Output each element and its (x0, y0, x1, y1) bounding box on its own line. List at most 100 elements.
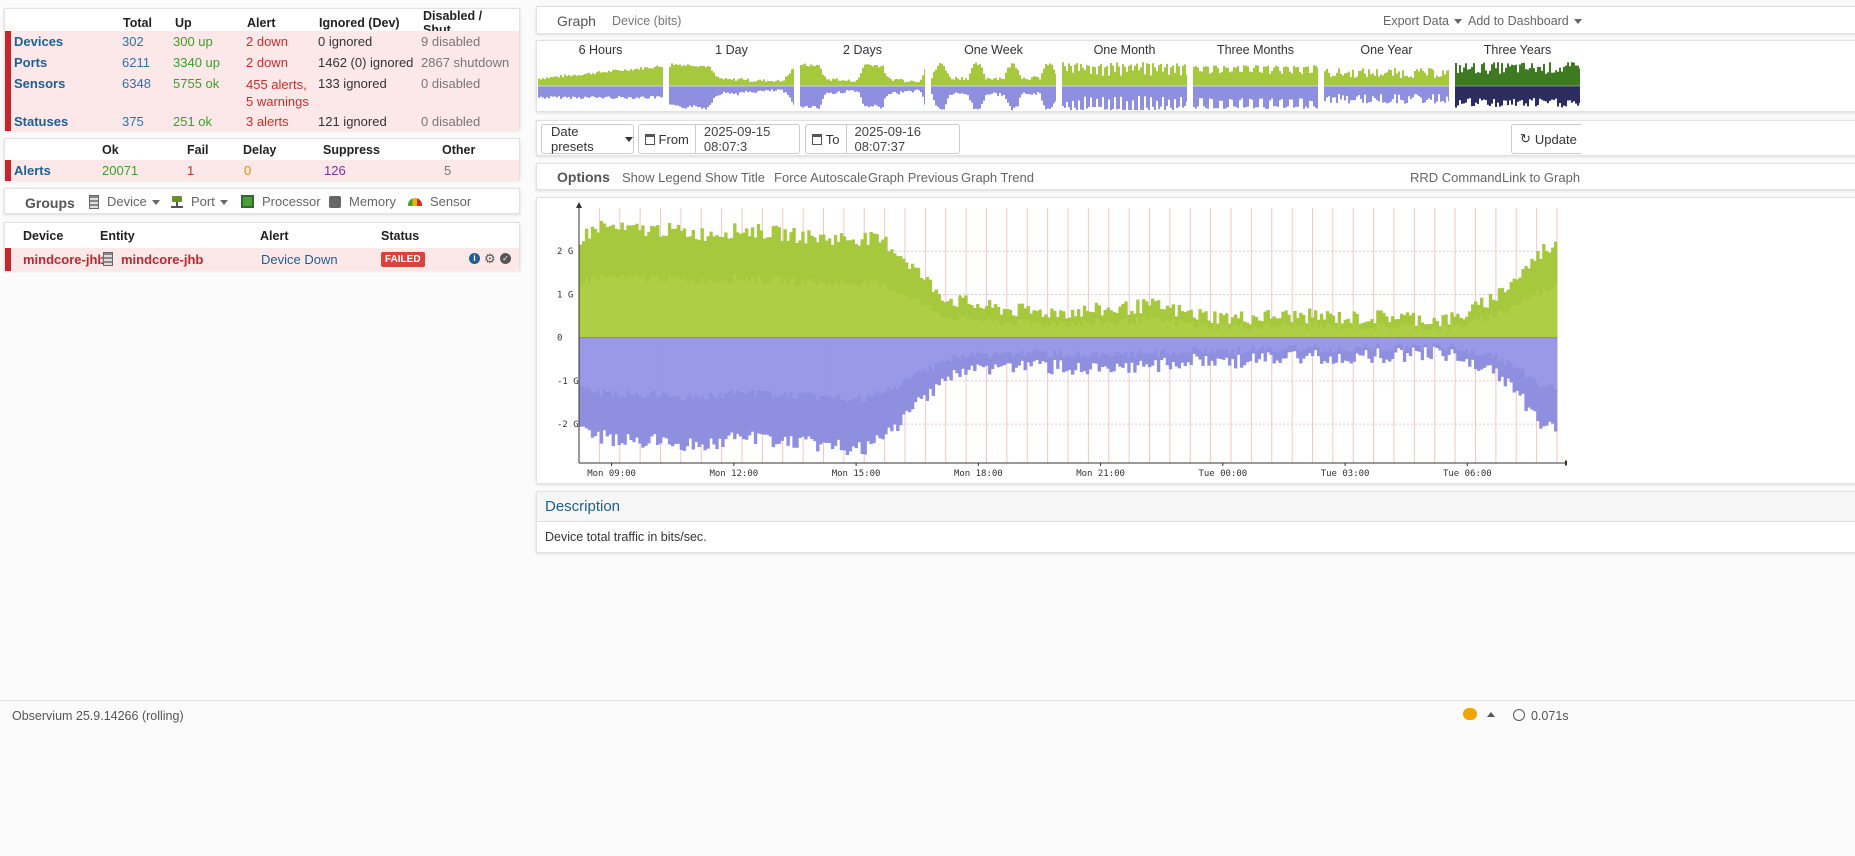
out-bar-avg (1468, 337, 1472, 354)
in-bar-avg (1471, 319, 1475, 338)
in-bar-avg (824, 284, 829, 338)
info-icon[interactable]: i (469, 253, 480, 264)
in-bar-avg (676, 275, 681, 338)
failed-row[interactable]: mindcore-jhb mindcore-jhb Device Down FA… (11, 248, 519, 271)
group-port[interactable]: Port (171, 194, 228, 209)
out-bar-avg (830, 337, 835, 399)
in-bar-avg (656, 275, 660, 338)
description-panel: Description Device total traffic in bits… (536, 491, 1855, 553)
thumb-6-hours[interactable]: 6 Hours (538, 41, 663, 113)
out-bar-avg (1150, 337, 1155, 354)
update-button[interactable]: ↻ Update (1511, 124, 1581, 154)
out-bar-avg (1459, 337, 1463, 351)
in-bar-avg (644, 281, 648, 338)
in-bar-avg (833, 281, 838, 338)
in-bar-avg (1396, 327, 1401, 338)
summary-label[interactable]: Ports (14, 55, 48, 70)
rrd-command-link[interactable]: RRD Command (1410, 170, 1502, 185)
gear-icon[interactable]: ⚙ (484, 251, 496, 266)
in-bar-avg (1482, 320, 1487, 338)
out-bar-avg (1100, 337, 1104, 354)
out-bar-avg (1536, 337, 1540, 384)
summary-label[interactable]: Sensors (14, 76, 66, 91)
summary-up: 251 ok (173, 114, 213, 129)
force-autoscale-link[interactable]: Force Autoscale (774, 170, 868, 185)
summary-label[interactable]: Devices (14, 34, 64, 49)
check-circle-icon[interactable]: ✓ (500, 253, 511, 264)
summary-label[interactable]: Statuses (14, 114, 69, 129)
in-bar-avg (1017, 318, 1021, 338)
add-to-dashboard-menu[interactable]: Add to Dashboard (1468, 14, 1582, 28)
in-bar-avg (1076, 321, 1081, 338)
in-bar-avg (718, 282, 722, 338)
thumb-graph (1062, 62, 1187, 110)
group-sensor[interactable]: Sensor (408, 194, 471, 209)
out-bar-avg (697, 337, 701, 398)
bug-icon[interactable] (1463, 708, 1477, 720)
out-bar-avg (1266, 337, 1270, 346)
date-presets-select[interactable]: Date presets (541, 124, 634, 154)
thumb-one-month[interactable]: One Month (1062, 41, 1187, 113)
in-bar-avg (1462, 327, 1466, 338)
thumb-three-years[interactable]: Three Years (1455, 41, 1580, 113)
in-bar-avg (593, 277, 598, 338)
out-bar-avg (1225, 337, 1229, 349)
from-field[interactable]: From 2025-09-15 08:07:3 (638, 124, 800, 154)
summary-disabled: 0 disabled (421, 76, 481, 91)
in-bar-avg (611, 275, 615, 338)
server-icon (89, 194, 99, 209)
out-bar-avg (884, 337, 888, 391)
to-field[interactable]: To 2025-09-16 08:07:37 (805, 124, 960, 154)
group-memory[interactable]: Memory (329, 194, 396, 209)
export-data-menu[interactable]: Export Data (1383, 14, 1462, 28)
in-bar-avg (1189, 322, 1193, 338)
out-bar-avg (709, 337, 713, 394)
summary-row-sensors[interactable]: Sensors 6348 5755 ok 455 alerts, 5 warni… (11, 73, 519, 111)
summary-row-devices[interactable]: Devices 302 300 up 2 down 0 ignored 9 di… (11, 31, 519, 51)
in-bar-avg (1488, 313, 1493, 338)
alerts-row[interactable]: Alerts 20071 1 0 126 5 (11, 160, 519, 181)
show-title-link[interactable]: Show Title (705, 170, 765, 185)
group-processor[interactable]: Processor (241, 194, 321, 209)
out-bar-avg (667, 337, 672, 397)
graph-previous-link[interactable]: Graph Previous (868, 170, 959, 185)
show-legend-link[interactable]: Show Legend (622, 170, 702, 185)
in-bar-avg (1026, 320, 1030, 338)
summary-row-ports[interactable]: Ports 6211 3340 up 2 down 1462 (0) ignor… (11, 52, 519, 72)
graph-type-tab[interactable]: Device (bits) (612, 14, 682, 28)
alert-link[interactable]: Device Down (261, 252, 338, 267)
status-summary-panel: Total Up Alert Ignored (Dev) Disabled / … (4, 8, 520, 131)
traffic-graph[interactable]: 2 G 1 G 0 -1 G -2 G Mon 09:00 Mon 12:00 Mon 15:… (537, 198, 1567, 485)
to-input[interactable]: 2025-09-16 08:07:37 (854, 124, 922, 154)
alerts-label[interactable]: Alerts (14, 163, 51, 178)
graph-trend-link[interactable]: Graph Trend (961, 170, 1034, 185)
description-text: Device total traffic in bits/sec. (545, 530, 707, 544)
out-bar-avg (611, 337, 615, 398)
device-link[interactable]: mindcore-jhb (23, 252, 106, 267)
out-bar-avg (916, 337, 921, 371)
from-input[interactable]: 2025-09-15 08:07:3 (703, 124, 771, 154)
chevron-up-icon[interactable] (1487, 712, 1495, 717)
out-bar-avg (887, 337, 891, 388)
out-bar-avg (1313, 337, 1318, 345)
thumb-one-year[interactable]: One Year (1324, 41, 1449, 113)
in-bar-avg (579, 286, 583, 338)
out-bar-avg (1032, 337, 1036, 351)
out-bar-avg (739, 337, 743, 393)
in-bar-avg (1379, 322, 1383, 338)
thumb-1-day[interactable]: 1 Day (669, 41, 794, 113)
thumb-three-months[interactable]: Three Months (1193, 41, 1318, 113)
thumb-one-week[interactable]: One Week (931, 41, 1056, 113)
entity-link[interactable]: mindcore-jhb (121, 252, 204, 267)
in-bar-avg (777, 276, 781, 338)
thumb-2-days[interactable]: 2 Days (800, 41, 925, 113)
out-bar-avg (783, 337, 787, 393)
group-device[interactable]: Device (89, 194, 160, 209)
in-bar-avg (759, 278, 764, 338)
summary-row-statuses[interactable]: Statuses 375 251 ok 3 alerts 121 ignored… (11, 111, 519, 131)
in-bar-avg (1293, 322, 1297, 338)
link-to-graph-link[interactable]: Link to Graph (1502, 170, 1581, 185)
version-text[interactable]: Observium 25.9.14266 (rolling) (12, 709, 184, 723)
x-tick-label: Tue 03:00 (1321, 469, 1370, 479)
chevron-down-icon (1569, 14, 1582, 28)
